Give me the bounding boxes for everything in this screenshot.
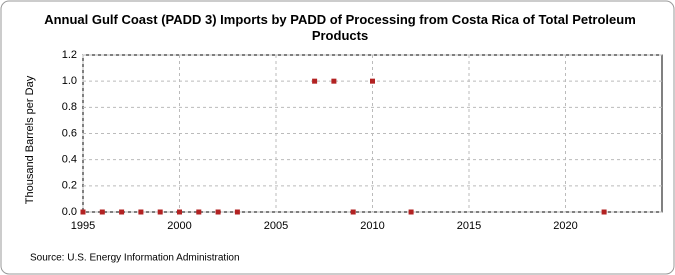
point (234, 209, 240, 215)
point (99, 209, 105, 215)
point (408, 209, 414, 215)
y-tick-label: 1.2 (62, 49, 77, 61)
y-tick-label: 0.2 (62, 180, 77, 192)
point (215, 209, 221, 215)
x-tick-label: 2005 (264, 220, 288, 232)
point (177, 209, 182, 215)
point (312, 78, 318, 84)
x-tick-label: 2010 (360, 220, 384, 232)
point (119, 209, 125, 215)
y-tick-label: 0.8 (62, 101, 77, 113)
point (350, 209, 356, 215)
x-tick-label: 2020 (553, 220, 577, 232)
y-tick-label: 0.0 (62, 206, 77, 218)
point (80, 209, 86, 215)
x-tick-label: 1995 (71, 220, 95, 232)
y-axis-label: Thousand Barrels per Day (24, 75, 36, 204)
x-tick-label: 2000 (167, 220, 191, 232)
source: Source: U.S. Energy Information Administ… (30, 253, 240, 264)
y-tick-label: 0.4 (62, 154, 77, 166)
x-tick-label: 2015 (457, 220, 481, 232)
point (370, 78, 375, 84)
point (331, 78, 337, 84)
point (138, 209, 144, 215)
point (196, 209, 202, 215)
y-tick-label: 0.6 (62, 127, 77, 139)
chart-title: Annual Gulf Coast (PADD 3) Imports by PA… (44, 12, 636, 43)
y-tick-label: 1.0 (62, 75, 77, 87)
point (157, 209, 163, 215)
point (601, 209, 607, 215)
